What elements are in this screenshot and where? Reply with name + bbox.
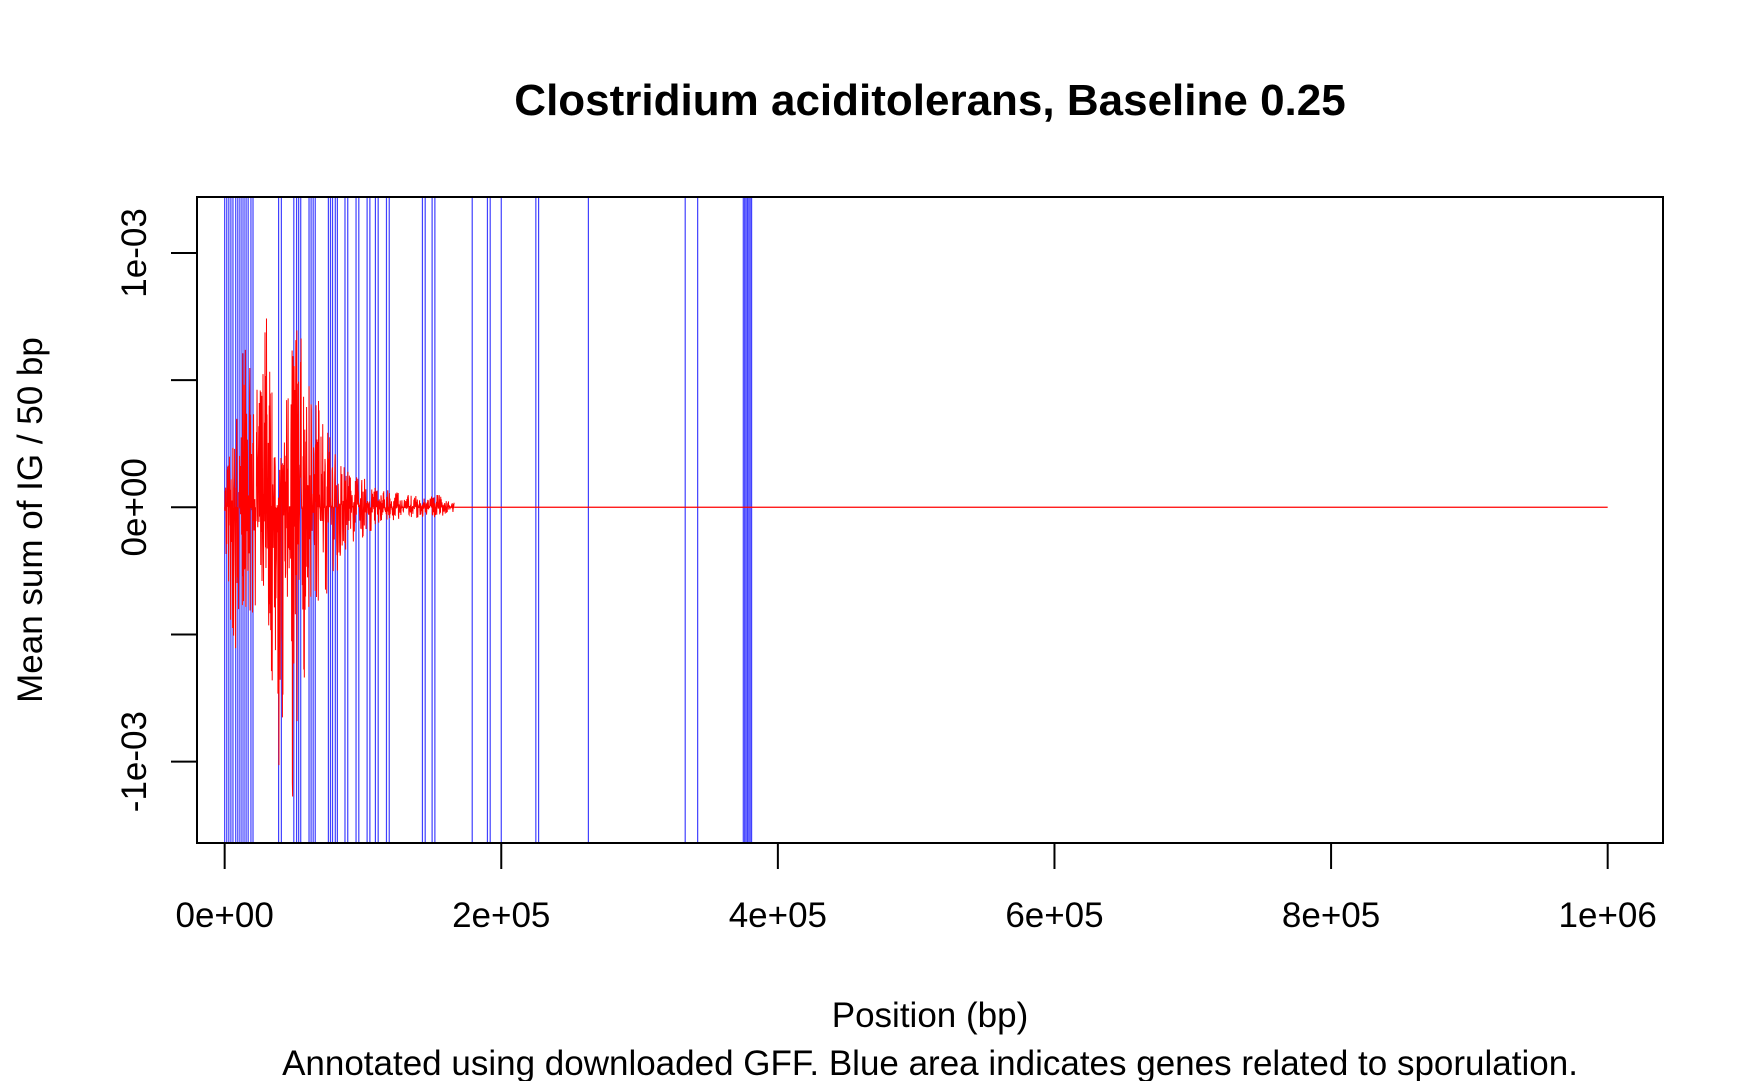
y-tick-label: 0e+00 (115, 458, 154, 556)
y-tick-label: 1e-03 (115, 208, 154, 298)
x-tick-label: 8e+05 (1282, 896, 1380, 935)
signal-trace (224, 318, 455, 797)
signal-layer (224, 318, 1608, 797)
chart-title: Clostridium aciditolerans, Baseline 0.25 (514, 76, 1345, 125)
x-axis-label: Position (bp) (832, 996, 1028, 1035)
x-axis: 0e+00 2e+05 4e+05 6e+05 8e+05 1e+06 (176, 842, 1657, 935)
y-axis-label: Mean sum of IG / 50 bp (11, 337, 50, 703)
x-tick-label: 6e+05 (1005, 896, 1103, 935)
x-tick-label: 4e+05 (729, 896, 827, 935)
chart-subtitle: Annotated using downloaded GFF. Blue are… (282, 1044, 1578, 1081)
x-tick-label: 0e+00 (176, 896, 274, 935)
plot-frame (196, 196, 1664, 844)
y-tick-label: -1e-03 (115, 711, 154, 812)
x-tick-label: 2e+05 (452, 896, 550, 935)
y-axis: -1e-03 0e+00 1e-03 (115, 208, 198, 812)
x-tick-label: 1e+06 (1559, 896, 1657, 935)
